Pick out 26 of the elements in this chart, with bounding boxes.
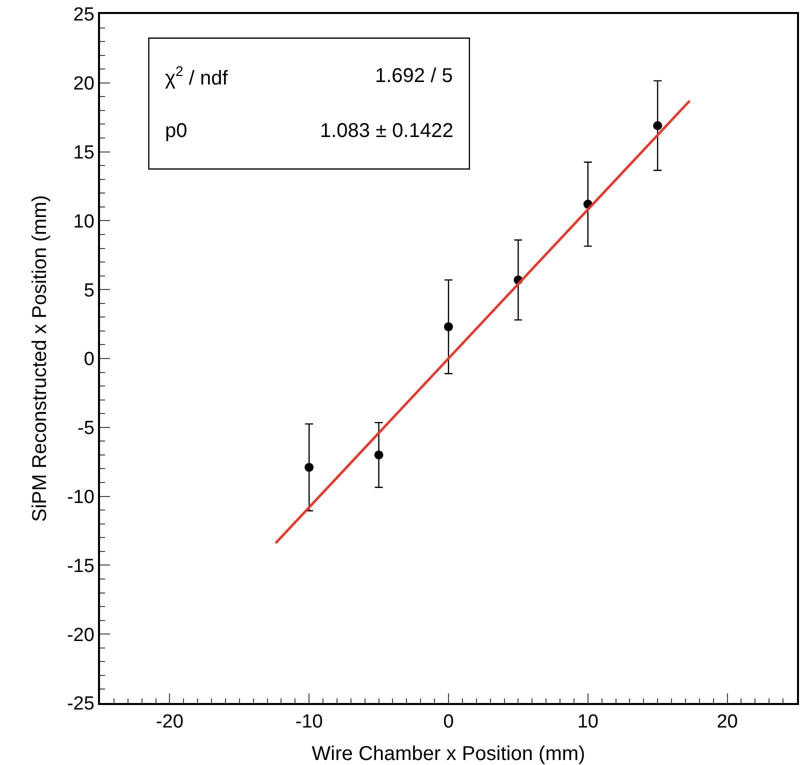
x-tick-label: 0 bbox=[443, 712, 454, 733]
y-tick-label: 25 bbox=[73, 4, 94, 26]
x-tick-label: 10 bbox=[577, 712, 598, 733]
annotation: 1.692 / 5 bbox=[375, 65, 453, 87]
y-axis-title: SiPM Reconstructed x Position (mm) bbox=[28, 195, 51, 522]
point bbox=[304, 462, 314, 472]
x-tick-label: -20 bbox=[156, 712, 184, 733]
y-tick-label: -5 bbox=[78, 418, 94, 440]
annotation: 1.083 ± 0.1422 bbox=[320, 120, 454, 142]
y-tick-label: -15 bbox=[66, 556, 94, 577]
x-tick-label: 20 bbox=[716, 712, 738, 733]
y-tick-label: 20 bbox=[73, 74, 94, 95]
y-tick-label: 0 bbox=[84, 349, 94, 370]
y-tick-label: -25 bbox=[66, 694, 94, 715]
annotation: p0 bbox=[165, 120, 188, 142]
x-axis-title: Wire Chamber x Position (mm) bbox=[312, 743, 586, 765]
y-tick-label: 5 bbox=[84, 280, 94, 302]
y-tick-label: -20 bbox=[66, 624, 94, 646]
point bbox=[444, 322, 453, 332]
annotation: χ$^{2}$ / ndf bbox=[165, 63, 228, 90]
y-tick-label: -10 bbox=[66, 486, 94, 508]
x-tick-label: -10 bbox=[295, 712, 323, 733]
point bbox=[374, 450, 384, 460]
y-tick-label: 15 bbox=[73, 142, 94, 164]
point bbox=[653, 121, 662, 130]
y-tick-label: 10 bbox=[73, 211, 94, 232]
